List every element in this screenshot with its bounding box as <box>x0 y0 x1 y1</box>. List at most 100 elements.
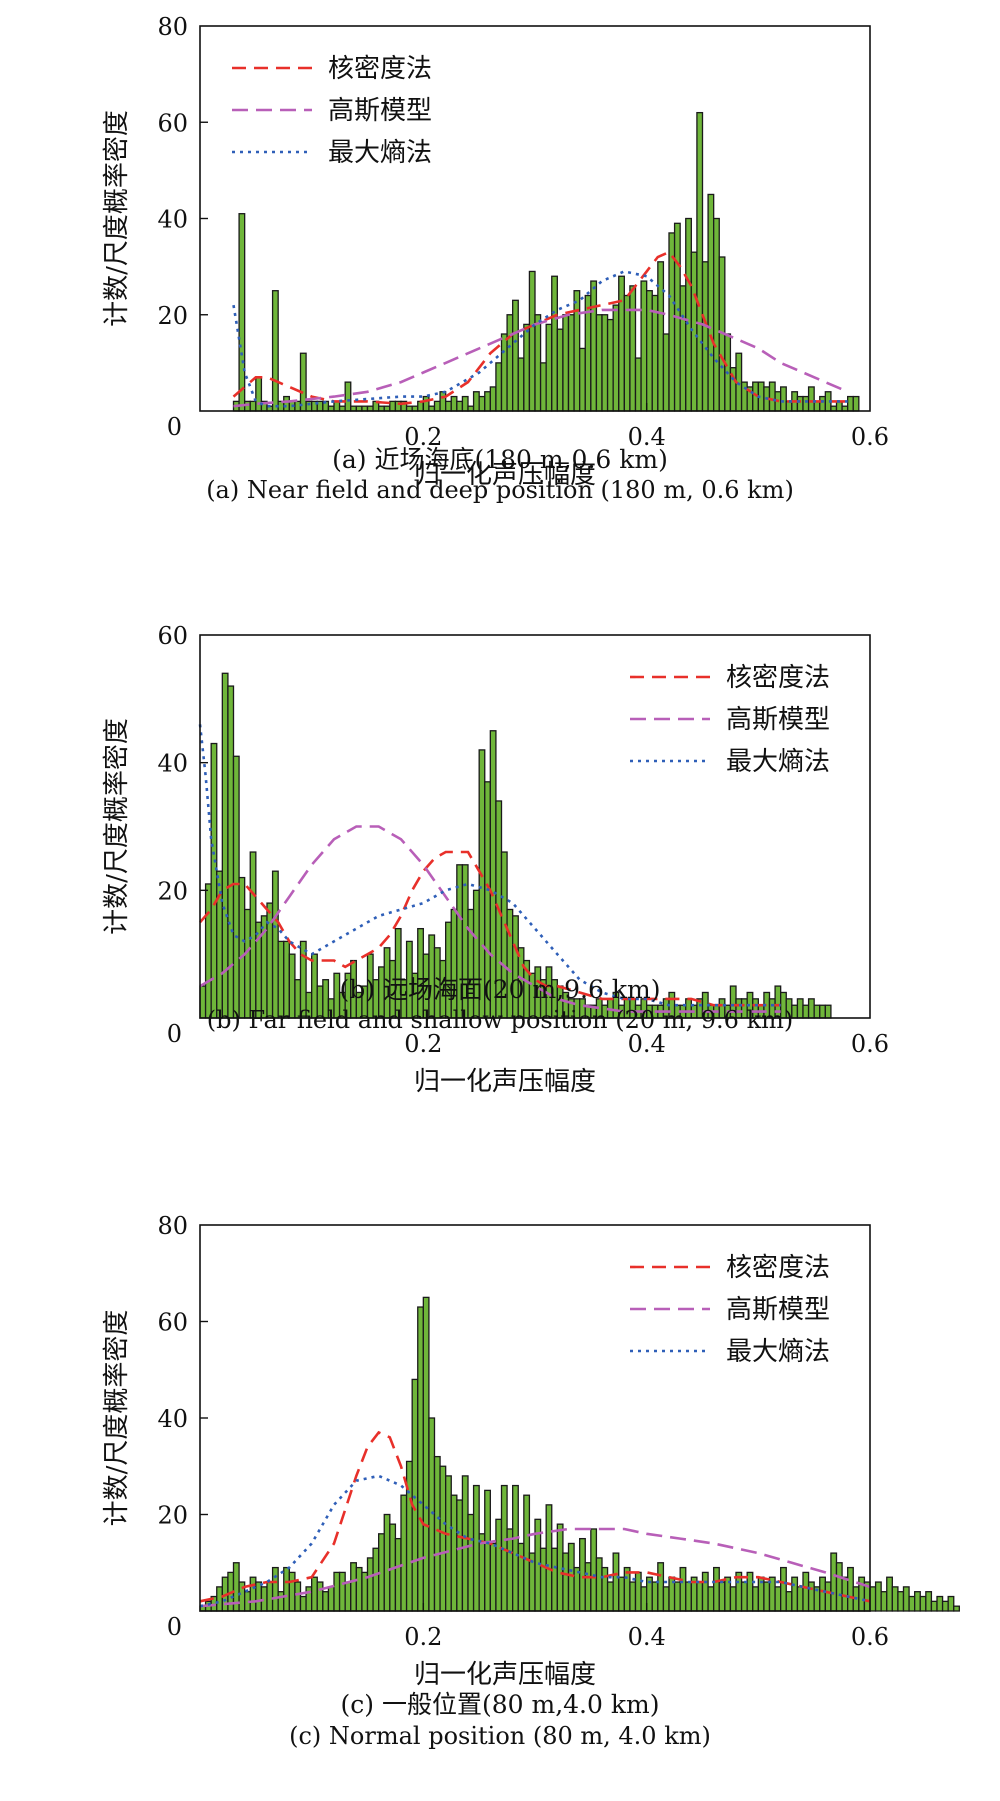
chart-c-hist-bar <box>657 1562 665 1612</box>
chart-c-xtick-label: 0.6 <box>851 1623 889 1651</box>
chart-c-legend-label-2: 最大熵法 <box>726 1337 830 1367</box>
chart-c-hist-bar <box>495 1518 503 1612</box>
chart-c-ytick-label: 40 <box>157 1405 188 1433</box>
chart-c-hist-bar <box>685 1581 692 1612</box>
chart-c-hist-bar <box>919 1595 927 1612</box>
chart-c-hist-bar <box>433 1455 441 1612</box>
chart-c-hist-bar <box>701 1571 709 1612</box>
chart-b-ylabel: 计数/尺度概率密度 <box>102 718 132 935</box>
chart-c-hist-bar <box>930 1600 938 1612</box>
chart-c-hist-bar <box>634 1571 642 1612</box>
chart-c-hist-bar <box>802 1571 810 1612</box>
chart-c-hist-bar <box>383 1513 391 1612</box>
chart-b-plot-frame <box>199 634 871 1019</box>
chart-c-hist-bar <box>662 1586 670 1612</box>
chart-a-ytick-label: 60 <box>157 109 188 137</box>
chart-c-hist-bar <box>606 1581 614 1612</box>
chart-b-legend-label-2: 最大熵法 <box>726 747 830 777</box>
chart-b-ytick-label: 0 <box>167 1020 182 1048</box>
chart-c-hist-bar <box>372 1547 380 1612</box>
chart-b-ytick-label: 20 <box>157 877 188 905</box>
chart-panel-a: 0 20 40 60 80 0.2 0.4 0.6 归一化声压幅度 计数/尺度概率密度 核密度法 高斯… <box>0 0 1000 530</box>
chart-a-caption-zh: (a) 近场海底(180 m,0.6 km) <box>332 445 668 474</box>
chart-c-series-0-line <box>199 1430 871 1603</box>
chart-c-hist-bar <box>472 1484 480 1612</box>
chart-c-hist-bar <box>562 1552 570 1612</box>
chart-c-hist-bar <box>740 1581 748 1612</box>
chart-c-hist-bar <box>908 1595 916 1612</box>
chart-c-hist-bar <box>311 1576 318 1612</box>
chart-c-hist-bar <box>551 1547 558 1612</box>
chart-c-hist-bar <box>696 1581 704 1612</box>
chart-c-caption-zh: (c) 一般位置(80 m,4.0 km) <box>340 1690 660 1719</box>
chart-c-hist-bar <box>344 1581 352 1612</box>
chart-c-hist-bar <box>612 1552 620 1612</box>
chart-c-hist-bar <box>333 1571 341 1612</box>
chart-c-hist-bar <box>780 1566 787 1612</box>
chart-c-hist-bar <box>618 1576 625 1612</box>
chart-c-hist-bar <box>294 1581 302 1612</box>
chart-c-hist-bar <box>807 1581 815 1612</box>
chart-c-hist-bar <box>299 1595 307 1612</box>
chart-c-hist-bar <box>785 1591 793 1612</box>
chart-a-legend-label-1: 高斯模型 <box>328 96 432 126</box>
chart-c-hist-bar <box>579 1537 586 1612</box>
chart-c-hist-bar <box>713 1566 720 1612</box>
chart-c-hist-bar <box>567 1542 575 1612</box>
chart-a-svg: 0 20 40 60 80 0.2 0.4 0.6 归一化声压幅度 计数/尺度概率密度 核密度法高斯… <box>102 13 889 490</box>
chart-c-hist-bar <box>584 1562 592 1612</box>
chart-b-legend-label-0: 核密度法 <box>726 663 830 693</box>
chart-c-hist-bar <box>400 1494 408 1612</box>
chart-b-series-1-line <box>199 825 781 1013</box>
chart-c-hist-bar <box>947 1595 955 1612</box>
chart-c-hist-bar <box>925 1591 933 1612</box>
chart-a-xtick-label: 0.2 <box>404 423 442 451</box>
chart-c-hist-bar <box>288 1571 296 1612</box>
chart-c-hist-bar <box>316 1581 324 1612</box>
chart-c-hist-bar <box>679 1566 687 1612</box>
chart-c-hist-bar <box>847 1566 854 1612</box>
chart-c-hist-bar <box>366 1557 374 1612</box>
chart-c-hist-bar <box>886 1576 893 1612</box>
chart-a-ytick-label: 80 <box>157 13 188 41</box>
chart-c-hist-bar <box>271 1566 279 1612</box>
chart-b-ytick-label: 40 <box>157 750 188 778</box>
chart-c-hist-bar <box>277 1591 285 1612</box>
chart-c-hist-bar <box>467 1513 475 1612</box>
chart-a-ylabel: 计数/尺度概率密度 <box>102 110 132 327</box>
chart-b-ytick-label: 60 <box>157 622 188 650</box>
chart-a-series-1-line <box>233 308 849 408</box>
chart-b-svg: 0 20 40 60 0.2 0.4 0.6 归一化声压幅度 计数/尺度概率密度 核密度法高斯模型… <box>102 622 889 1097</box>
chart-c-hist-bar <box>707 1586 715 1612</box>
chart-a-series-2-line <box>232 270 848 408</box>
chart-c-hist-bar <box>394 1537 402 1612</box>
chart-c-hist-bar <box>830 1552 838 1612</box>
chart-c-hist-bar <box>523 1494 531 1612</box>
chart-a-xtick-label: 0.6 <box>851 423 889 451</box>
chart-b-caption-zh: (b) 远场海面(20 m,9.6 km) <box>339 975 661 1004</box>
chart-c-hist-bar <box>517 1542 525 1612</box>
chart-c-hist-bar <box>791 1576 799 1612</box>
chart-c-hist-bar <box>595 1557 603 1612</box>
chart-c-xtick-label: 0.4 <box>628 1623 666 1651</box>
chart-b-series-0-line <box>199 850 781 1007</box>
chart-c-legend-label-1: 高斯模型 <box>726 1295 830 1325</box>
chart-panel-b: 0 20 40 60 0.2 0.4 0.6 归一化声压幅度 计数/尺度概率密度 核密度法 高斯模型… <box>102 622 889 1097</box>
chart-c-hist-bar <box>506 1528 514 1612</box>
chart-c-hist-bar <box>489 1542 497 1612</box>
chart-c-hist-bar <box>512 1484 519 1612</box>
chart-c-hist-bar <box>718 1581 726 1612</box>
chart-c-hist-bar <box>841 1576 849 1612</box>
chart-c-hist-bar <box>623 1566 631 1612</box>
chart-c-hist-bar <box>539 1547 547 1612</box>
chart-b-caption-en: (b) Far field and shallow position (20 m… <box>206 1006 794 1034</box>
chart-c-ytick-label: 80 <box>157 1212 188 1240</box>
chart-c-hist-bar <box>266 1581 274 1612</box>
chart-c-hist-bar <box>880 1591 888 1612</box>
chart-c-hist-bar <box>456 1499 464 1612</box>
chart-c-hist-bar <box>729 1586 737 1612</box>
chart-c-ylabel: 计数/尺度概率密度 <box>102 1310 132 1527</box>
chart-c-svg: 0 20 40 60 80 0.2 0.4 0.6 归一化声压幅度 计数/尺度概率密度 核密度法高斯… <box>102 1212 960 1690</box>
chart-c-hist-bar <box>450 1494 458 1612</box>
chart-a-caption-en: (a) Near field and deep position (180 m,… <box>206 476 794 504</box>
